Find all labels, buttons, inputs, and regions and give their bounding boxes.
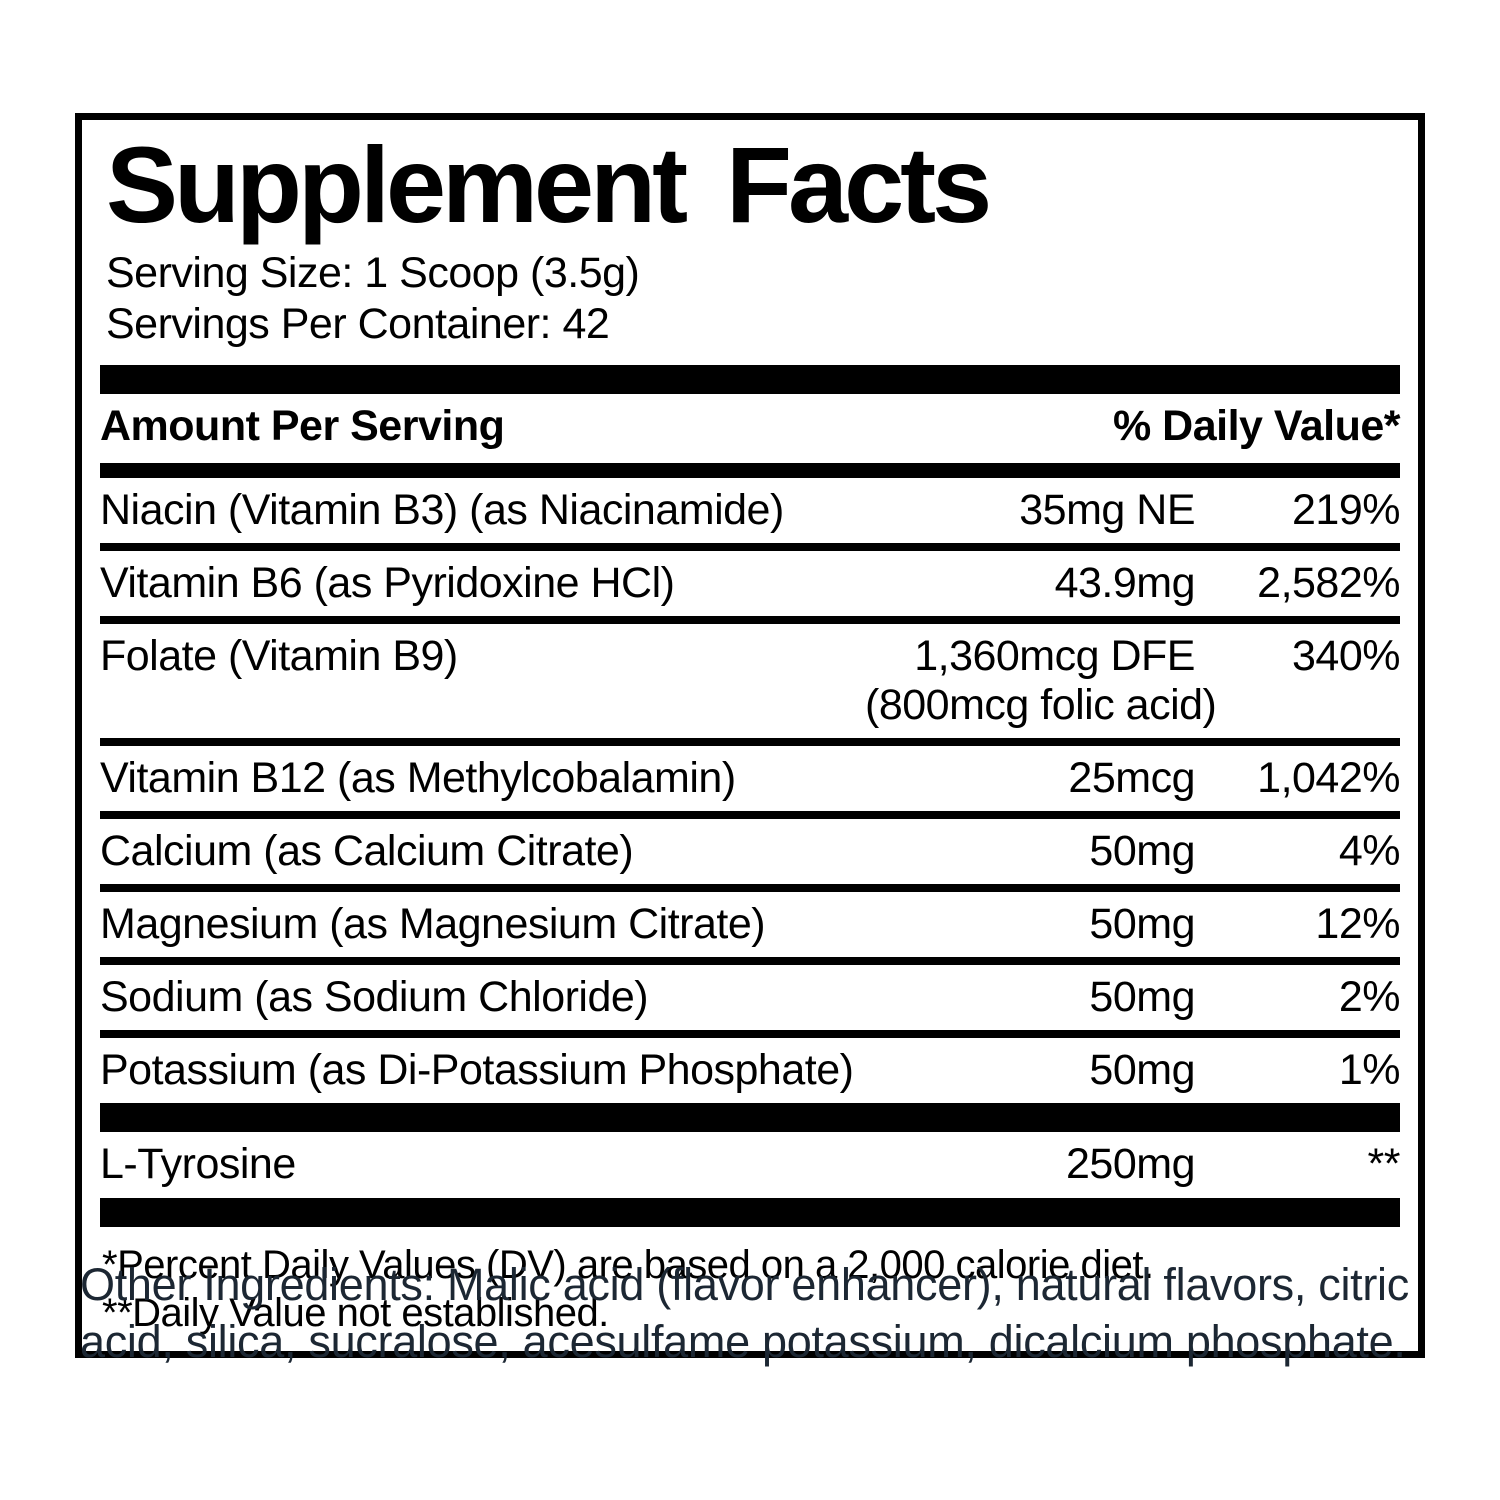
footnote-daily-values: *Percent Daily Values (DV) are based on … [102,1242,1154,1287]
nutrient-name: Vitamin B6 (as Pyridoxine HCl) [100,559,675,608]
nutrient-amount: 50mg [1089,826,1195,875]
nutrient-daily-value: 4% [1338,826,1401,875]
nutrient-row-vitamin-b12: Vitamin B12 (as Methylcobalamin) 25mcg 1… [100,737,1401,811]
nutrient-daily-value: 219% [1292,486,1400,535]
nutrient-amount: 43.9mg [1054,559,1196,608]
nutrient-name: L-Tyrosine [100,1140,296,1189]
servings-per-container-text: Servings Per Container: 42 [106,299,610,348]
nutrient-amount: 50mg [1089,900,1195,948]
nutrient-row-niacin: Niacin (Vitamin B3) (as Niacinamide) 35m… [100,478,1401,543]
nutrient-name: Potassium (as Di-Potassium Phosphate) [100,1046,854,1095]
nutrient-daily-value: 340% [1292,632,1400,681]
divider-bar-bottom [100,1197,1400,1227]
nutrient-name: Calcium (as Calcium Citrate) [100,826,634,875]
nutrient-name: Sodium (as Sodium Chloride) [100,973,649,1022]
nutrient-amount-note: (800mcg folic acid) [865,680,1217,729]
footnote-dv-not-established: **Daily Value not established. [102,1290,609,1335]
nutrient-amount: 50mg [1089,973,1195,1022]
nutrient-name: Niacin (Vitamin B3) (as Niacinamide) [100,486,784,535]
nutrient-daily-value: 12% [1315,900,1400,948]
nutrient-name: Vitamin B12 (as Methylcobalamin) [100,753,736,802]
nutrient-amount: 50mg [1089,1046,1195,1095]
nutrient-daily-value: 1% [1338,1046,1401,1095]
divider-bar-header [100,463,1400,479]
nutrient-row-calcium: Calcium (as Calcium Citrate) 50mg 4% [100,810,1401,884]
serving-size-text: Serving Size: 1 Scoop (3.5g) [106,249,640,298]
nutrient-row-folate: Folate (Vitamin B9) 1,360mcg DFE (800mcg… [100,616,1401,737]
daily-value-header: % Daily Value* [1113,402,1401,451]
nutrient-daily-value: 1,042% [1257,753,1400,802]
nutrient-amount-main: 1,360mcg DFE [914,632,1195,681]
nutrient-row-potassium: Potassium (as Di-Potassium Phosphate) 50… [100,1030,1401,1103]
nutrient-row-magnesium: Magnesium (as Magnesium Citrate) 50mg 12… [100,884,1401,957]
table-header-row: Amount Per Serving % Daily Value* [100,394,1401,463]
other-ingredients-text: Other Ingredients: Malic acid (flavor en… [80,1259,1409,1368]
nutrient-daily-value: 2,582% [1257,559,1400,608]
nutrient-row-sodium: Sodium (as Sodium Chloride) 50mg 2% [100,957,1401,1030]
nutrient-name: Folate (Vitamin B9) [100,632,458,681]
nutrient-name: Magnesium (as Magnesium Citrate) [100,900,766,948]
nutrient-daily-value: ** [1367,1140,1401,1189]
nutrient-amount: 1,360mcg DFE (800mcg folic acid) [865,632,1217,729]
divider-bar-top [100,365,1400,395]
amount-per-serving-header: Amount Per Serving [100,402,505,451]
divider-bar-middle [100,1103,1400,1133]
nutrient-row-l-tyrosine: L-Tyrosine 250mg ** [100,1132,1401,1197]
nutrient-amount: 25mcg [1068,753,1195,802]
nutrient-amount: 35mg NE [1019,486,1195,535]
nutrient-daily-value: 2% [1338,973,1401,1022]
nutrient-amount: 250mg [1066,1140,1195,1189]
panel-title: Supplement Facts [106,124,992,245]
supplement-facts-panel: Supplement Facts Serving Size: 1 Scoop (… [75,113,1425,1358]
nutrient-row-vitamin-b6: Vitamin B6 (as Pyridoxine HCl) 43.9mg 2,… [100,543,1401,616]
